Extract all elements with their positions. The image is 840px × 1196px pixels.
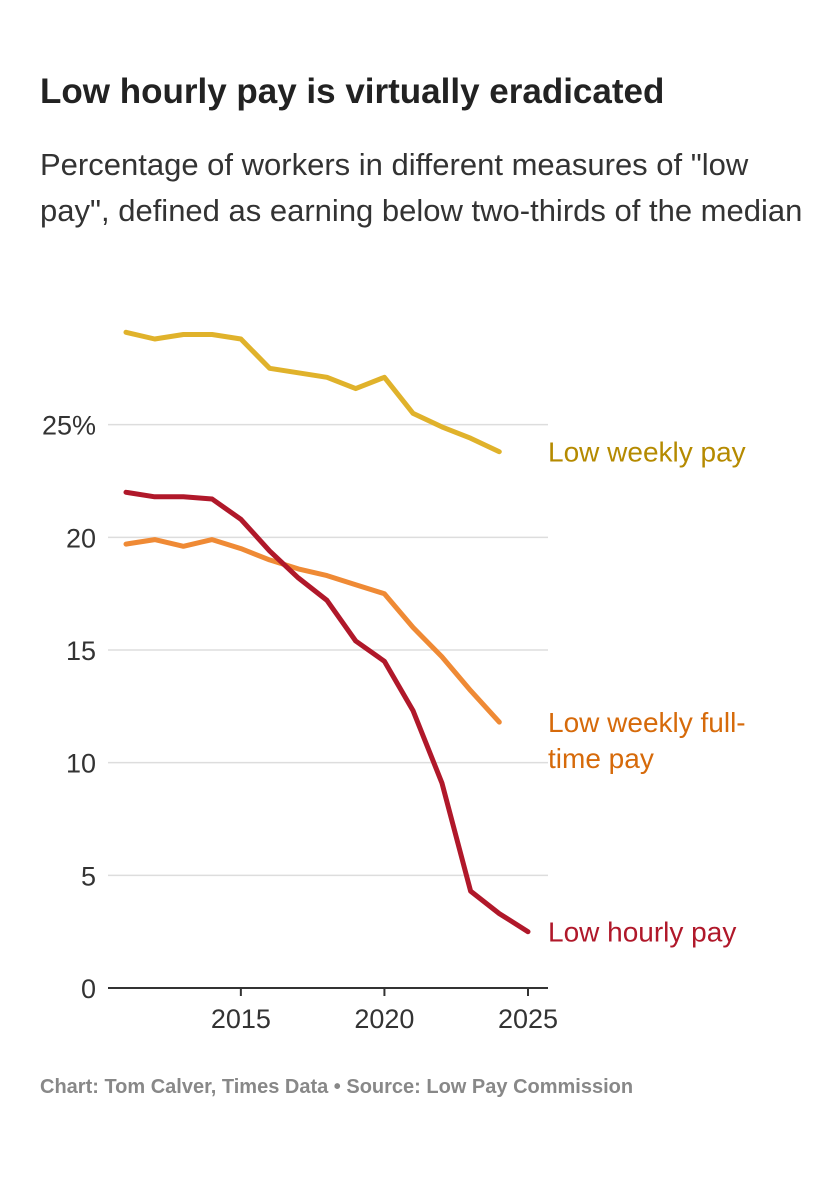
series-lines [123, 329, 531, 935]
y-tick-label: 20 [66, 523, 96, 553]
y-tick-label: 15 [66, 636, 96, 666]
series-label-line: Low weekly pay [548, 437, 746, 468]
series-line-low-weekly-full-time-pay [123, 537, 502, 725]
chart-footer: Chart: Tom Calver, Times Data • Source: … [40, 1076, 634, 1098]
gridlines [108, 423, 548, 877]
y-tick-label: 10 [66, 749, 96, 779]
x-tick-label: 2020 [354, 1004, 414, 1034]
chart-title: Low hourly pay is virtually eradicated [40, 72, 665, 111]
series-label-line: Low hourly pay [548, 917, 736, 948]
series-line-low-hourly-pay [123, 489, 531, 935]
y-tick-label: 0 [81, 974, 96, 1004]
chart-subtitle: Percentage of workers in different measu… [40, 147, 803, 228]
x-tick-label: 2025 [498, 1004, 558, 1034]
y-tick-label: 25% [42, 411, 96, 441]
series-label-line: Low weekly full- [548, 707, 746, 738]
series-line-low-weekly-pay [123, 329, 502, 455]
series-label-low-weekly-pay: Low weekly pay [548, 437, 746, 468]
series-label-line: time pay [548, 743, 654, 774]
axes: 0 5 10 15 20 25% 2015 2020 2025 [42, 411, 558, 1034]
x-tick-label: 2015 [211, 1004, 271, 1034]
series-label-low-hourly-pay: Low hourly pay [548, 917, 736, 948]
y-tick-label: 5 [81, 861, 96, 891]
series-label-low-weekly-full-time-pay: Low weekly full-time pay [548, 707, 746, 774]
